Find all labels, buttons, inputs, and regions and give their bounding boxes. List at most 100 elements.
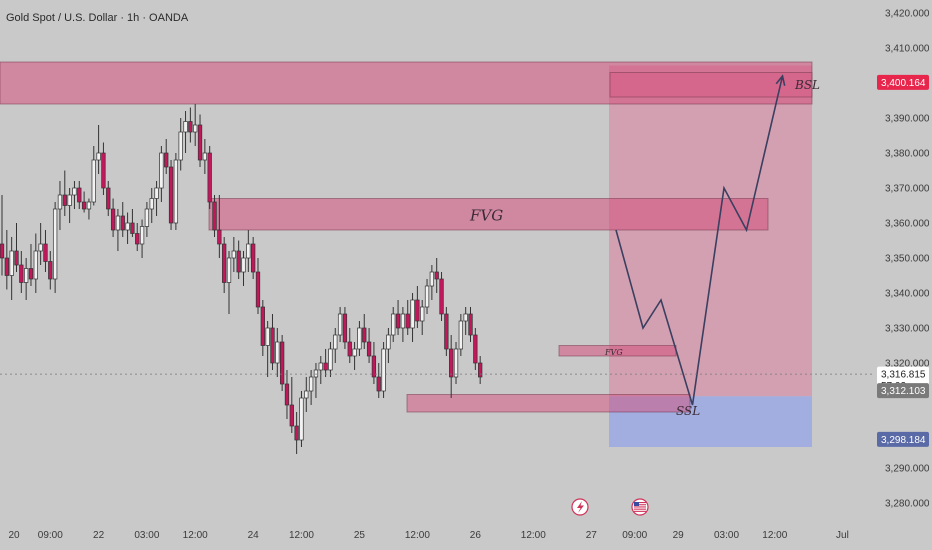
x-tick-label: 09:00 [38, 530, 63, 541]
candle-body [9, 250, 14, 276]
candle [304, 377, 309, 412]
candle [231, 237, 236, 272]
candle [183, 111, 188, 153]
candle-body [159, 152, 164, 189]
candle [33, 233, 38, 293]
time-axis-panel[interactable] [0, 510, 872, 550]
candle [106, 181, 111, 216]
candle-body [415, 299, 420, 322]
candle [77, 181, 82, 209]
candle-body [0, 243, 5, 259]
candle [9, 237, 14, 300]
candle [347, 328, 352, 363]
lightning-event-icon[interactable] [571, 498, 589, 516]
candle-body [313, 369, 319, 378]
candle-body [14, 250, 19, 266]
candle-body [110, 208, 116, 231]
y-tick-label: 3,390.000 [885, 114, 930, 125]
candle-body [144, 208, 150, 227]
candle-body [449, 348, 454, 378]
flag-stripe [634, 510, 646, 512]
candle [294, 412, 299, 454]
candle [120, 202, 125, 237]
candle [318, 356, 323, 384]
candle-body [342, 313, 348, 343]
candle-body [72, 187, 77, 196]
candle [434, 258, 439, 293]
candle-body [207, 152, 212, 203]
candle-body [458, 320, 463, 350]
candle [48, 251, 53, 290]
candle [19, 251, 24, 293]
candle-body [91, 159, 96, 203]
candle [439, 272, 444, 321]
price-tag[interactable]: 3,312.103 [877, 383, 929, 399]
candle [424, 279, 430, 314]
candle [43, 230, 48, 272]
candle-body [125, 222, 130, 231]
candle [62, 170, 67, 216]
x-tick-label: 27 [586, 530, 598, 541]
candle-body [265, 327, 270, 346]
candle [144, 202, 150, 237]
candle [357, 321, 362, 356]
candle-body [197, 124, 203, 161]
candle [386, 328, 391, 363]
flag-stripe [634, 504, 646, 506]
price-axis-panel[interactable] [872, 0, 932, 550]
candle-body [188, 121, 193, 133]
candle [67, 188, 72, 223]
candle [255, 258, 261, 314]
candle-body [106, 187, 111, 210]
candle-body [444, 313, 449, 350]
candle [4, 230, 9, 290]
candle [125, 212, 130, 244]
candle-body [101, 152, 106, 189]
candle-body [275, 341, 280, 364]
candle-body [289, 404, 294, 427]
candle [154, 181, 159, 216]
y-tick-label: 3,330.000 [885, 324, 930, 335]
candle-body [473, 334, 478, 364]
us-flag-event-icon[interactable] [631, 498, 649, 516]
candle [217, 195, 222, 258]
candle [222, 237, 227, 293]
y-tick-label: 3,370.000 [885, 184, 930, 195]
x-tick-label: 26 [470, 530, 482, 541]
x-tick-label: 25 [354, 530, 366, 541]
candle-body [434, 271, 439, 280]
candle-body [193, 124, 198, 133]
candle [168, 160, 174, 230]
candle-body [468, 313, 473, 336]
x-tick-label: 12:00 [762, 530, 787, 541]
candle-body [376, 376, 381, 392]
y-tick-label: 3,410.000 [885, 44, 930, 55]
candle [410, 293, 415, 342]
candle-body [284, 383, 290, 406]
candle [333, 328, 338, 363]
candle-body [212, 201, 217, 231]
candle [246, 230, 251, 272]
candle [197, 114, 203, 167]
price-tag[interactable]: 3,400.164 [877, 74, 929, 90]
candle [28, 244, 34, 286]
candle [251, 237, 256, 279]
price-tag[interactable]: 3,298.184 [877, 431, 929, 447]
candle-body [386, 334, 391, 350]
price-tag-label: 3,298.184 [881, 435, 926, 446]
candle-body [38, 243, 43, 252]
candle-body [429, 271, 435, 287]
candle-body [453, 348, 459, 378]
candle [458, 314, 463, 356]
x-tick-label: 22 [93, 530, 105, 541]
candle-body [260, 306, 265, 346]
candle-body [77, 187, 82, 203]
candle-body [19, 264, 24, 283]
candle-body [202, 152, 208, 161]
candle-body [236, 250, 241, 273]
candle [376, 363, 381, 398]
candle-body [357, 327, 362, 350]
candle [101, 142, 106, 195]
